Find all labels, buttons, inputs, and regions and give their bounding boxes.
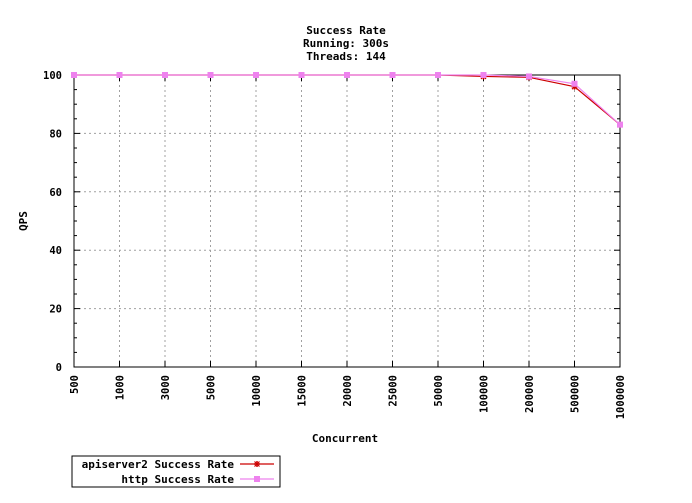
y-axis-ticks: 0 20 40 60 80 100	[43, 70, 620, 374]
series-1-point	[435, 72, 441, 78]
x-tick-label: 3000	[160, 375, 172, 400]
y-tick-label: 80	[49, 128, 62, 140]
grid-lines	[74, 75, 620, 367]
x-tick-label: 15000	[297, 375, 309, 407]
legend-swatches	[240, 461, 274, 482]
series-1-point	[298, 72, 305, 78]
y-axis-label: QPS	[17, 211, 30, 231]
series-line-0	[74, 74, 621, 126]
legend-box	[71, 455, 281, 488]
series-1-point	[207, 72, 214, 78]
x-axis-label: Concurrent	[312, 432, 378, 445]
chart-title-line-1: Success Rate	[306, 24, 386, 37]
x-tick-label: 20000	[342, 375, 354, 407]
chart-title-line-2: Running: 300s	[303, 37, 389, 50]
x-axis-ticks: 500 1000 3000 5000 10000 15000 20000 25000 50000…	[69, 75, 627, 419]
x-tick-label: 25000	[388, 375, 400, 407]
y-tick-label: 40	[49, 245, 62, 257]
series-1-point	[344, 72, 350, 78]
series-1-point	[253, 72, 259, 78]
series-1-point	[617, 121, 623, 128]
series-1-point	[162, 72, 168, 78]
x-tick-label: 200000	[524, 375, 536, 413]
series-1-point	[571, 80, 578, 87]
y-tick-label: 100	[43, 70, 62, 82]
x-tick-label: 5000	[206, 375, 218, 400]
y-tick-label: 60	[49, 187, 62, 199]
chart-title-line-3: Threads: 144	[306, 50, 386, 63]
x-tick-label: 10000	[251, 375, 263, 407]
series-1-point	[116, 72, 123, 78]
y-tick-label: 20	[49, 304, 62, 316]
legend-swatch-marker-0	[254, 461, 260, 467]
x-tick-label: 500	[69, 375, 81, 394]
series-1-point	[526, 73, 532, 80]
series-1-point	[71, 72, 77, 78]
legend-swatch-marker-1	[254, 476, 260, 482]
x-tick-label: 100000	[479, 375, 491, 413]
x-tick-label: 1000	[115, 375, 127, 400]
legend: apiserver2 Success Rate http Success Rat…	[71, 455, 281, 488]
chart-title: Success Rate Running: 300s Threads: 144	[303, 24, 389, 63]
x-tick-label: 500000	[570, 375, 582, 413]
x-tick-label: 1000000	[615, 375, 627, 419]
data-series	[71, 72, 623, 128]
series-1-point	[480, 72, 487, 78]
legend-label-apiserver2: apiserver2 Success Rate	[82, 458, 235, 471]
series-line-1	[74, 74, 621, 126]
x-tick-label: 50000	[433, 375, 445, 407]
legend-label-http: http Success Rate	[121, 473, 234, 486]
y-tick-label: 0	[56, 362, 62, 374]
series-1-point	[389, 72, 396, 78]
